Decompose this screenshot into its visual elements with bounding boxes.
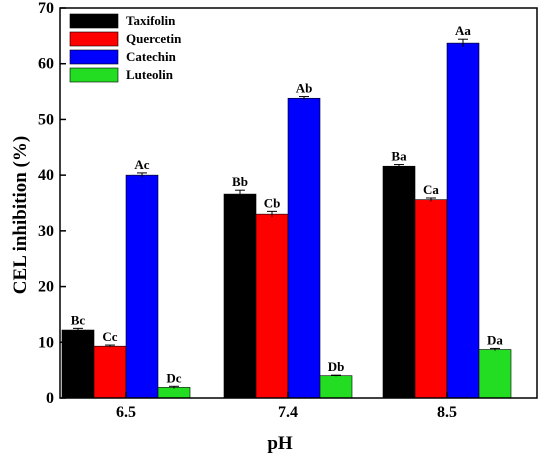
- y-tick-label: 10: [38, 334, 54, 351]
- bar-significance-label: Bc: [71, 312, 86, 327]
- legend-swatch-quercetin: [69, 31, 119, 47]
- bar-taxifolin-6-5: [61, 329, 95, 399]
- bar-quercetin-6-5: [93, 345, 127, 399]
- bar-catechin-8-5: [446, 42, 480, 399]
- x-axis-title: pH: [267, 433, 293, 454]
- x-tick-label: 7.4: [278, 404, 298, 421]
- y-axis-title: CEL inhibition (%): [10, 136, 31, 294]
- legend-swatch-taxifolin: [69, 13, 119, 29]
- legend: Taxifolin Quercetin Catechin Luteolin: [69, 13, 182, 83]
- bar-luteolin-6-5: [157, 387, 191, 399]
- legend-swatch-catechin: [69, 49, 119, 65]
- bar-quercetin-7-4: [255, 213, 289, 399]
- y-tick-label: 50: [38, 111, 54, 128]
- bar-significance-label: Ba: [391, 149, 407, 164]
- bar-significance-label: Dc: [166, 370, 181, 385]
- bar-significance-label: Ca: [423, 182, 439, 197]
- bar-taxifolin-8-5: [382, 165, 416, 399]
- bar-significance-label: Cc: [102, 329, 117, 344]
- legend-label-catechin: Catechin: [126, 49, 177, 64]
- legend-label-quercetin: Quercetin: [126, 31, 182, 46]
- y-tick-label: 30: [38, 223, 54, 240]
- bar-catechin-6-5: [125, 174, 159, 399]
- bar-taxifolin-7-4: [223, 193, 257, 399]
- bar-significance-label: Cb: [264, 195, 281, 210]
- x-tick-label: 6.5: [116, 404, 136, 421]
- legend-label-luteolin: Luteolin: [126, 67, 174, 82]
- y-tick-label: 60: [38, 56, 54, 73]
- bar-luteolin-7-4: [319, 375, 353, 399]
- legend-label-taxifolin: Taxifolin: [126, 13, 176, 28]
- bar-significance-label: Da: [487, 332, 503, 347]
- bar-significance-label: Ac: [134, 157, 149, 172]
- bar-quercetin-8-5: [414, 199, 448, 399]
- bar-catechin-7-4: [287, 97, 321, 399]
- bar-luteolin-8-5: [478, 349, 512, 399]
- bar-significance-label: Aa: [455, 23, 471, 38]
- y-tick-label: 20: [38, 279, 54, 296]
- x-tick-label: 8.5: [437, 404, 457, 421]
- bar-significance-label: Db: [328, 359, 345, 374]
- y-tick-label: 40: [38, 167, 54, 184]
- y-tick-label: 70: [38, 0, 54, 17]
- axes-layer: 0 10 20 30 40 50 60 70 6.5 7.4 8.5: [38, 0, 538, 421]
- legend-swatch-luteolin: [69, 67, 119, 83]
- bars-layer: Bc Cc Ac Dc Bb Cb Ab Db Ba Ca Aa Da: [61, 23, 512, 399]
- bar-significance-label: Bb: [232, 174, 248, 189]
- plot-frame: [59, 7, 538, 399]
- bar-significance-label: Ab: [296, 81, 313, 96]
- y-tick-label: 0: [46, 390, 54, 407]
